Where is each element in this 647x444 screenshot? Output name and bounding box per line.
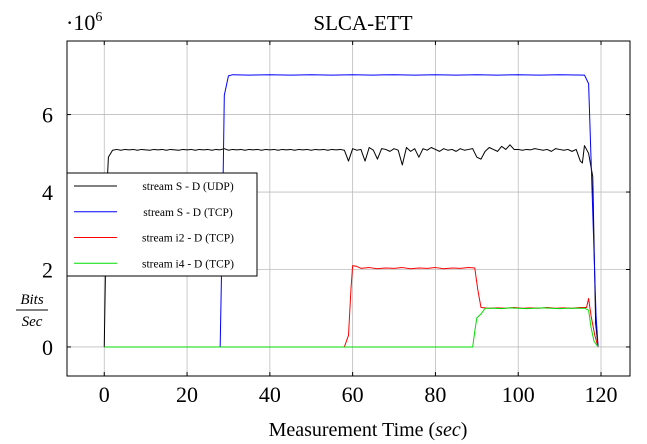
series-line-2 <box>104 74 599 348</box>
chart-title: SLCA-ETT <box>313 11 412 35</box>
x-tick-label: 100 <box>502 382 535 407</box>
legend: stream S - D (UDP) stream S - D (TCP) stre… <box>66 172 258 277</box>
x-tick-label: 0 <box>99 382 110 407</box>
series-lines <box>103 74 599 348</box>
axis-ticks: 0 20 40 60 80 100 120 0 2 4 6 <box>42 41 630 407</box>
grid-lines <box>67 41 630 376</box>
x-tick-label: 40 <box>259 382 281 407</box>
legend-label: stream i2 - D (TCP) <box>142 233 234 245</box>
x-tick-label: 120 <box>585 382 618 407</box>
y-multiplier-exponent: 6 <box>95 10 102 25</box>
x-axis-label-text: Measurement Time ( <box>269 419 436 441</box>
y-axis-label-numerator: Bits <box>20 292 43 308</box>
series-line-4 <box>104 307 599 348</box>
y-axis-label-denominator: Sec <box>22 314 43 330</box>
legend-label: stream i4 - D (TCP) <box>142 258 234 270</box>
y-tick-label: 2 <box>42 257 53 282</box>
legend-label: stream S - D (UDP) <box>142 181 234 193</box>
x-axis-label-unit: sec <box>435 419 461 441</box>
series-line-1 <box>103 144 599 348</box>
x-axis-label: Measurement Time (sec) <box>269 419 468 441</box>
y-multiplier-base: ·10 <box>66 10 95 35</box>
x-tick-label: 80 <box>424 382 446 407</box>
x-axis-label-close: ) <box>461 419 468 441</box>
y-multiplier: ·106 <box>66 10 102 35</box>
y-tick-label: 6 <box>42 103 53 128</box>
y-tick-label: 4 <box>42 180 53 205</box>
legend-box <box>66 172 258 277</box>
legend-label: stream S - D (TCP) <box>143 207 233 219</box>
y-tick-label: 0 <box>42 335 53 360</box>
series-line-3 <box>104 265 599 348</box>
x-tick-label: 60 <box>342 382 364 407</box>
y-axis-label: Bits Sec <box>16 292 48 330</box>
x-tick-label: 20 <box>176 382 198 407</box>
